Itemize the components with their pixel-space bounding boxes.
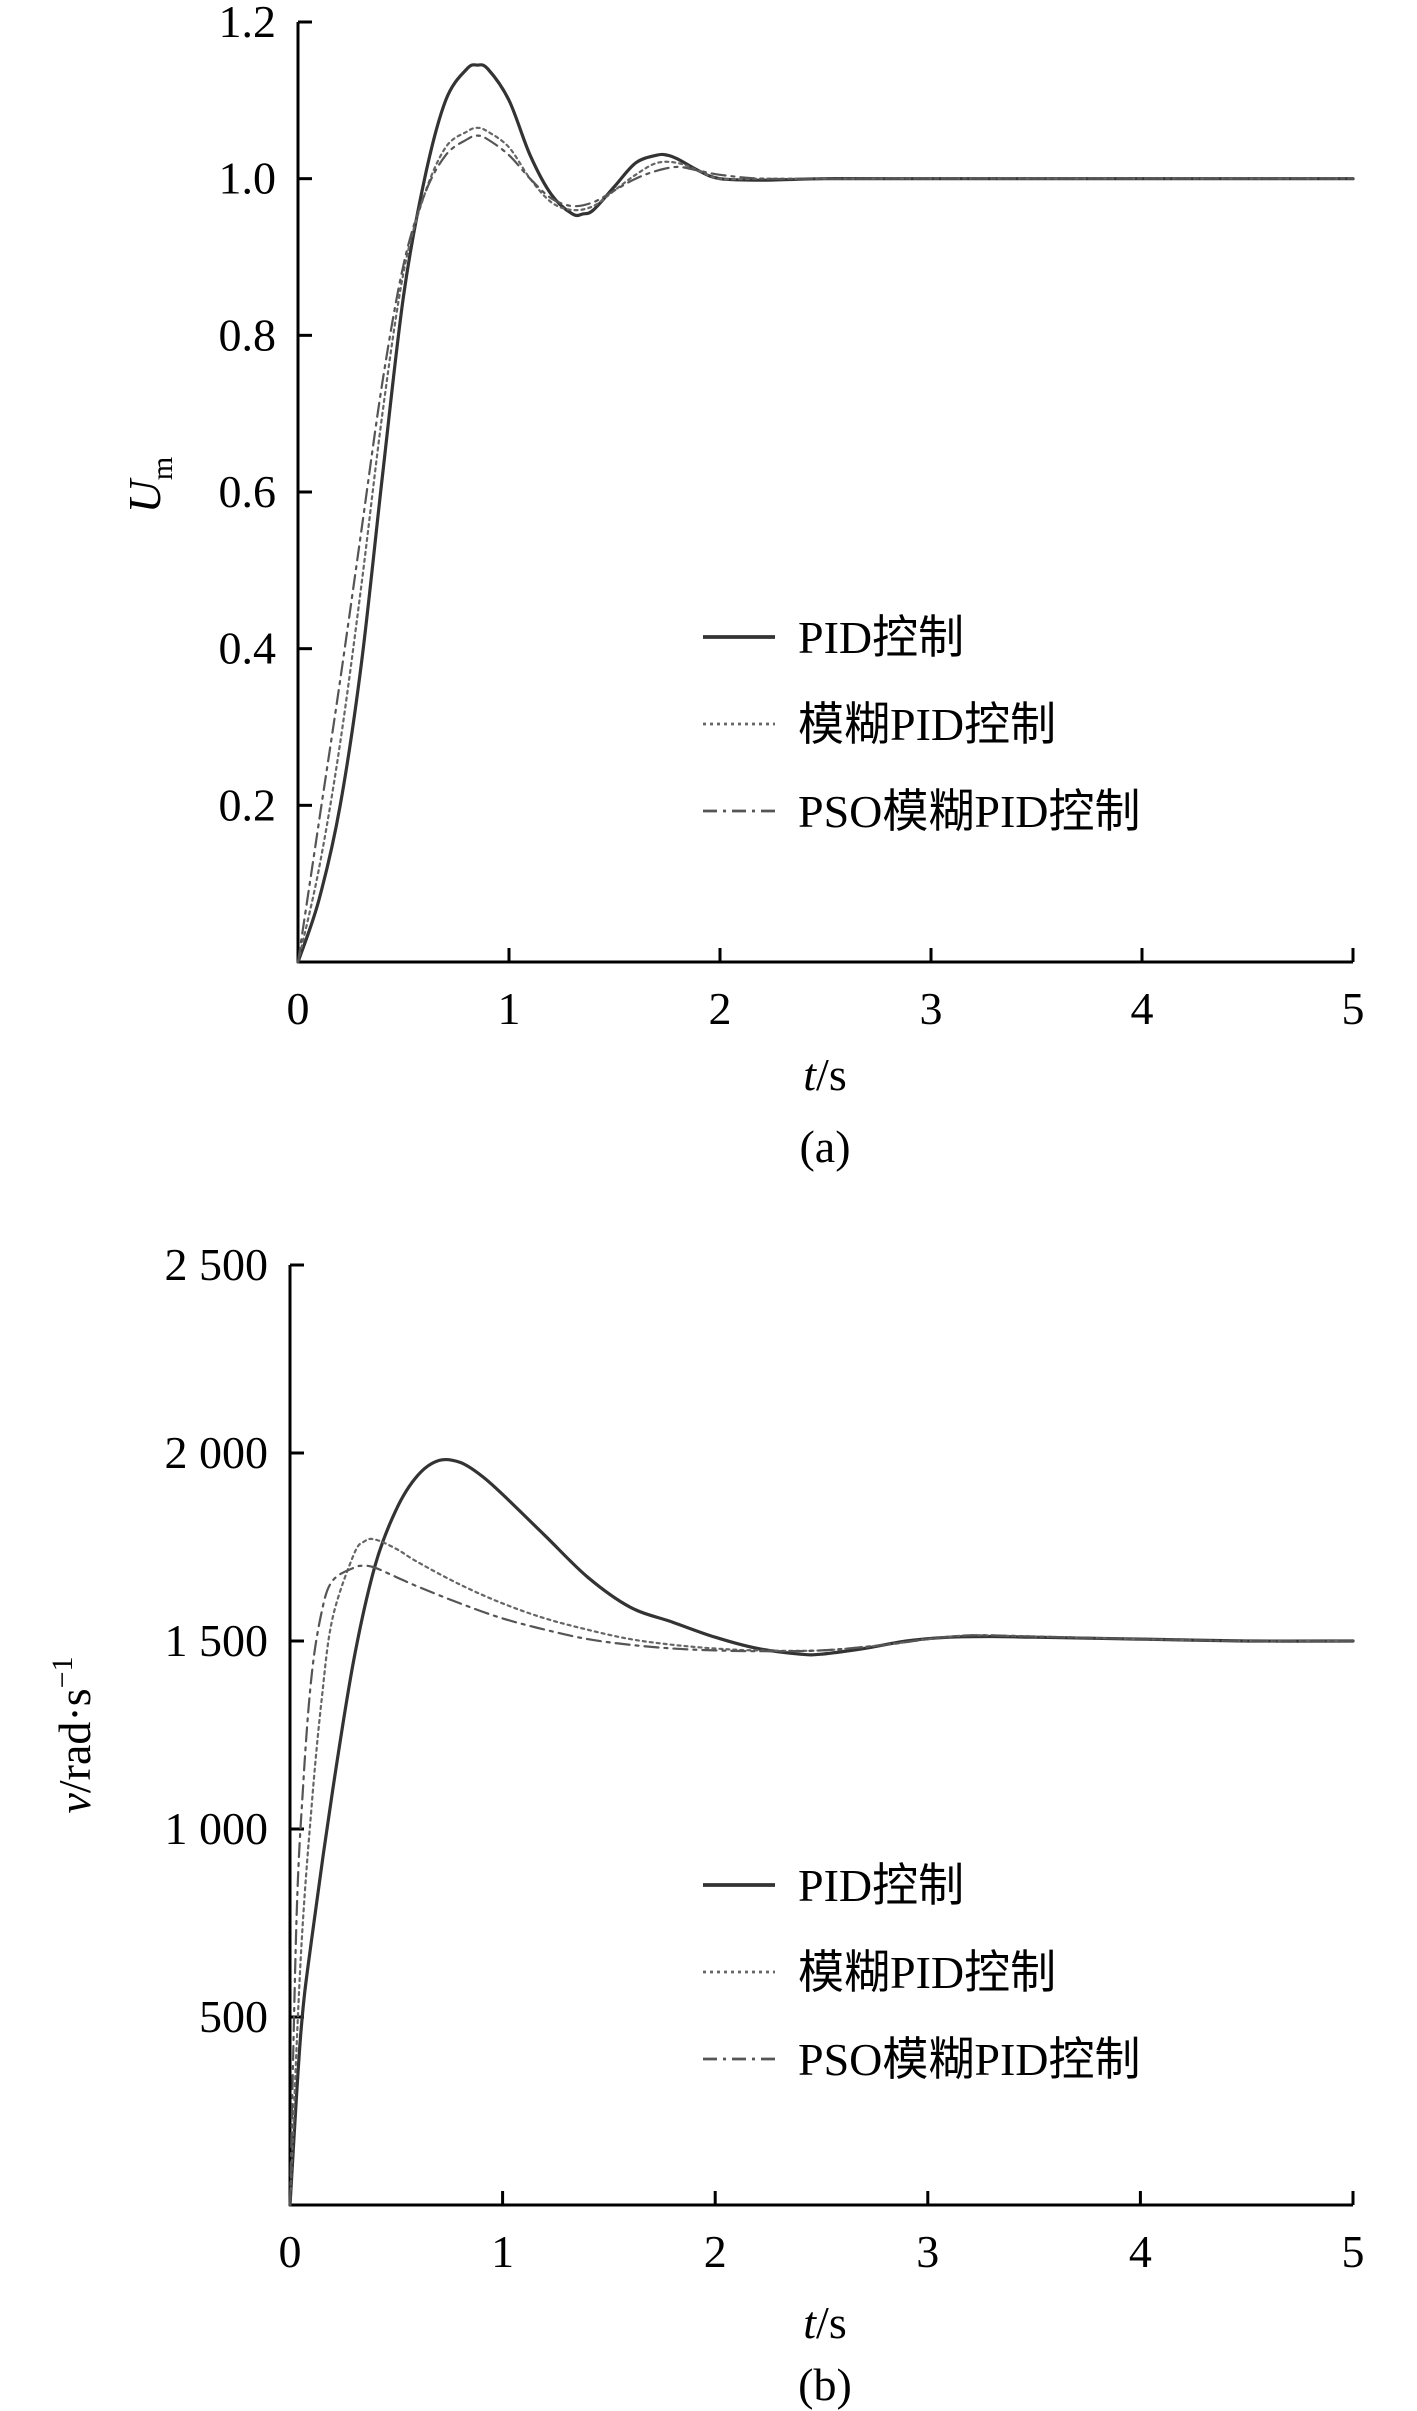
y-tick-label-b: 2 500 <box>165 1239 269 1290</box>
legend-label-b-solid: PID控制 <box>798 1860 964 1911</box>
y-axis-label-b-unit: /rad·s <box>49 1688 100 1793</box>
caption-a: (a) <box>799 1121 850 1172</box>
y-tick-label-a: 1.2 <box>219 0 277 47</box>
legend-label-b-dotted: 模糊PID控制 <box>798 1947 1056 1998</box>
x-tick-label-b: 0 <box>279 2226 302 2277</box>
y-tick-label-a: 0.2 <box>219 779 277 830</box>
x-tick-label-a: 0 <box>287 983 310 1034</box>
y-axis-label-a-sub: m <box>146 457 179 480</box>
axes-b: 0 1 2 3 4 5 500 1 000 1 500 2 000 2 500 <box>165 1239 1365 2277</box>
x-axis-label-b: t/s <box>803 2297 846 2348</box>
series-line-b-solid <box>288 1457 1355 2207</box>
chart-panel-b: 0 1 2 3 4 5 500 1 000 1 500 2 000 2 500 PID控制模糊PID… <box>46 1239 1365 2410</box>
x-tick-label-a: 2 <box>709 983 732 1034</box>
y-tick-label-a: 0.6 <box>219 466 277 517</box>
y-axis-label-b: v/rad·s−1 <box>46 1656 100 1813</box>
x-axis-label-b-unit: /s <box>816 2297 847 2348</box>
series-layer-a <box>296 63 1355 964</box>
y-tick-label-b: 500 <box>199 1991 268 2042</box>
x-tick-label-b: 2 <box>704 2226 727 2277</box>
x-tick-label-a: 4 <box>1131 983 1154 1034</box>
y-axis-label-b-var: v <box>49 1793 100 1814</box>
x-tick-label-b: 3 <box>916 2226 939 2277</box>
x-tick-label-b: 5 <box>1342 2226 1365 2277</box>
caption-b: (b) <box>798 2359 852 2410</box>
y-axis-label-a-var: U <box>119 477 170 513</box>
y-tick-label-b: 1 000 <box>165 1803 269 1854</box>
x-axis-label-a: t/s <box>803 1049 846 1100</box>
x-axis-label-b-var: t <box>803 2297 817 2348</box>
y-tick-label-a: 1.0 <box>219 153 277 204</box>
legend-label-b-dashdot: PSO模糊PID控制 <box>798 2034 1141 2085</box>
x-axis-label-a-unit: /s <box>816 1049 847 1100</box>
legend-label-a-solid: PID控制 <box>798 612 964 663</box>
y-axis-label-b-sup: −1 <box>46 1656 79 1688</box>
series-layer-b <box>288 1457 1355 2207</box>
y-tick-label-b: 2 000 <box>165 1427 269 1478</box>
legend-label-a-dotted: 模糊PID控制 <box>798 699 1056 750</box>
y-axis-label-a: Um <box>119 457 179 514</box>
x-tick-label-a: 3 <box>920 983 943 1034</box>
x-axis-label-a-var: t <box>803 1049 817 1100</box>
legend-label-a-dashdot: PSO模糊PID控制 <box>798 786 1141 837</box>
series-line-a-dashdot <box>296 134 1355 964</box>
x-tick-label-a: 5 <box>1342 983 1365 1034</box>
x-tick-label-a: 1 <box>498 983 521 1034</box>
y-tick-label-b: 1 500 <box>165 1615 269 1666</box>
series-line-b-dashdot <box>288 1564 1355 2207</box>
axes-a: 0 1 2 3 4 5 0.2 0.4 0.6 0.8 1.0 1.2 <box>219 0 1365 1034</box>
x-tick-label-b: 1 <box>491 2226 514 2277</box>
x-tick-label-b: 4 <box>1129 2226 1152 2277</box>
y-tick-label-a: 0.4 <box>219 623 277 674</box>
y-tick-label-a: 0.8 <box>219 309 277 360</box>
